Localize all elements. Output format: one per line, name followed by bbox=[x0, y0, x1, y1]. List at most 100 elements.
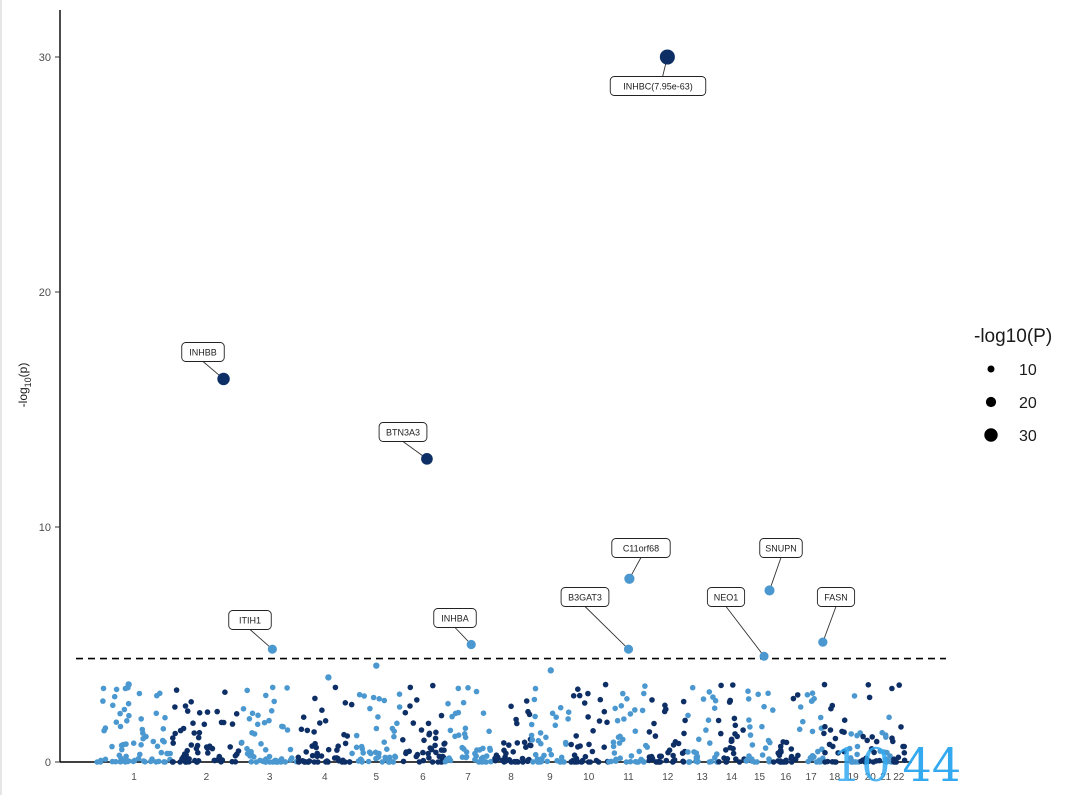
snp-point bbox=[100, 685, 107, 692]
snp-point bbox=[689, 684, 696, 691]
gene-label-box-inhbc-7-95e-63- bbox=[609, 76, 707, 96]
snp-point bbox=[797, 704, 804, 710]
snp-point bbox=[222, 689, 228, 695]
x-tick-label-chr-2: 2 bbox=[204, 772, 210, 783]
snp-point bbox=[632, 728, 639, 734]
snp-point bbox=[324, 758, 330, 764]
snp-point bbox=[463, 749, 470, 755]
snp-point bbox=[433, 749, 439, 756]
snp-point bbox=[644, 744, 650, 750]
snp-point bbox=[780, 739, 786, 745]
watermark-part-a: 10 bbox=[832, 738, 891, 792]
snp-point bbox=[577, 743, 583, 749]
snp-point bbox=[770, 759, 777, 765]
snp-point bbox=[136, 690, 143, 697]
snp-point bbox=[465, 685, 471, 691]
snp-point bbox=[414, 751, 421, 758]
snp-point bbox=[429, 759, 436, 765]
snp-point bbox=[455, 732, 462, 738]
label-leader-itih1 bbox=[249, 629, 273, 650]
snp-point bbox=[195, 749, 201, 756]
snp-point bbox=[445, 700, 451, 707]
snp-point bbox=[113, 719, 120, 725]
snp-point bbox=[205, 750, 211, 756]
snp-point bbox=[821, 730, 827, 737]
snp-point bbox=[340, 757, 346, 764]
gene-label-itih1: ITIH1 bbox=[239, 616, 261, 626]
snp-point bbox=[126, 712, 132, 719]
snp-point bbox=[188, 742, 195, 748]
snp-point bbox=[392, 754, 399, 760]
snp-point bbox=[824, 758, 831, 765]
snp-point bbox=[418, 727, 425, 733]
snp-point bbox=[747, 724, 753, 730]
snp-point bbox=[110, 702, 116, 709]
snp-point bbox=[611, 750, 618, 756]
x-tick-label-chr-8: 8 bbox=[508, 772, 514, 783]
snp-point bbox=[298, 726, 305, 733]
snp-point bbox=[881, 749, 887, 755]
snp-point bbox=[258, 741, 264, 747]
x-tick-label-chr-19: 19 bbox=[848, 772, 860, 783]
snp-point bbox=[691, 749, 697, 755]
snp-point bbox=[759, 723, 765, 730]
snp-point bbox=[172, 730, 178, 737]
snp-point bbox=[548, 751, 555, 758]
snp-point bbox=[685, 749, 691, 755]
significant-point-neo1 bbox=[759, 651, 769, 661]
snp-point bbox=[746, 717, 752, 723]
snp-point bbox=[143, 733, 149, 740]
snp-point bbox=[300, 714, 307, 720]
snp-point bbox=[723, 747, 729, 753]
snp-point bbox=[525, 708, 531, 715]
snp-point bbox=[432, 735, 439, 742]
snp-point bbox=[682, 717, 688, 724]
label-leader-neo1 bbox=[725, 606, 765, 657]
snp-point bbox=[421, 737, 427, 744]
snp-point bbox=[681, 730, 687, 737]
snp-point bbox=[610, 743, 617, 750]
snp-point bbox=[770, 707, 776, 713]
snp-point bbox=[325, 746, 332, 753]
snp-point bbox=[795, 752, 801, 759]
snp-point bbox=[314, 750, 321, 757]
snp-point bbox=[255, 712, 261, 719]
snp-point bbox=[349, 750, 355, 757]
label-leader-snupn bbox=[769, 557, 782, 591]
snp-point bbox=[512, 759, 519, 765]
snp-point bbox=[414, 697, 420, 703]
snp-point bbox=[680, 758, 686, 765]
snp-point bbox=[295, 759, 302, 765]
snp-point bbox=[639, 758, 646, 764]
snp-point bbox=[744, 757, 750, 764]
snp-point bbox=[578, 759, 585, 765]
snp-point bbox=[708, 758, 714, 765]
snp-point bbox=[589, 748, 596, 755]
snp-point bbox=[322, 718, 329, 724]
snp-point bbox=[140, 758, 147, 764]
snp-point bbox=[438, 712, 445, 719]
snp-point bbox=[315, 759, 321, 765]
snp-point bbox=[295, 754, 302, 761]
watermark-part-b: 44 bbox=[902, 738, 962, 792]
snp-point bbox=[593, 757, 600, 764]
snp-point bbox=[884, 757, 891, 764]
snp-point bbox=[342, 740, 349, 747]
snp-point bbox=[639, 707, 646, 714]
snp-point bbox=[646, 729, 653, 735]
snp-point bbox=[182, 703, 189, 709]
snp-point bbox=[318, 753, 325, 759]
snp-point bbox=[232, 759, 239, 765]
snp-point bbox=[508, 703, 514, 710]
snp-point bbox=[160, 726, 167, 732]
snp-point bbox=[262, 757, 269, 763]
snp-point bbox=[416, 759, 423, 765]
snp-point bbox=[766, 758, 772, 765]
snp-point bbox=[828, 705, 834, 712]
snp-point bbox=[102, 725, 109, 731]
snp-point bbox=[651, 720, 657, 727]
gene-label-inhbc-7-95e-63-: INHBC(7.95e-63) bbox=[623, 82, 693, 92]
legend-marker-30 bbox=[984, 428, 998, 442]
snp-point bbox=[169, 759, 176, 765]
